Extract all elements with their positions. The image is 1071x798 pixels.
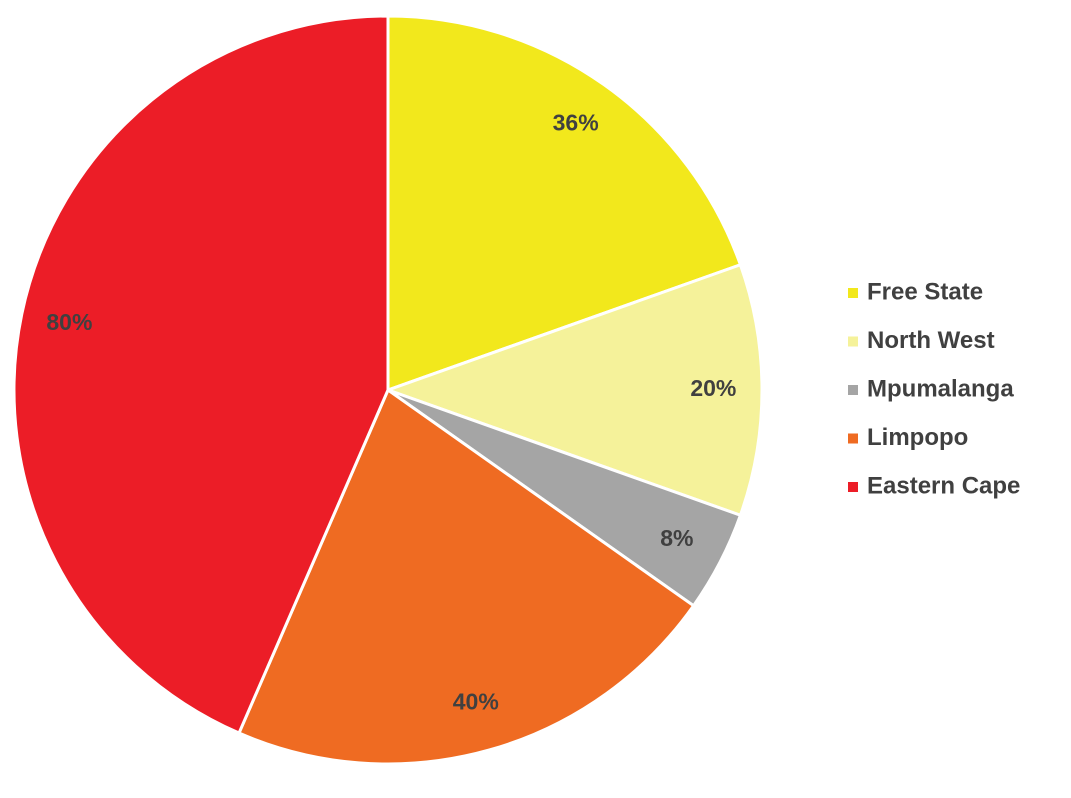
pie-slice [386,14,743,393]
legend-swatch [848,385,858,395]
legend-label: Limpopo [867,424,968,451]
pie-slice [237,387,696,766]
legend-label: Mpumalanga [867,375,1014,402]
legend-swatch [848,336,858,347]
value-label: 80% [46,309,92,335]
pie-slice [12,14,390,736]
value-label: 20% [690,375,736,401]
value-label: 8% [660,525,693,551]
legend-label: Eastern Cape [867,472,1020,499]
legend-label: North West [867,327,995,354]
value-label: 36% [553,109,599,135]
legend-swatch [848,482,858,492]
legend-swatch [848,288,858,298]
legend-swatch [848,433,858,444]
value-label: 40% [453,688,499,714]
pie-slice [383,262,764,518]
legend-label: Free State [867,278,983,305]
